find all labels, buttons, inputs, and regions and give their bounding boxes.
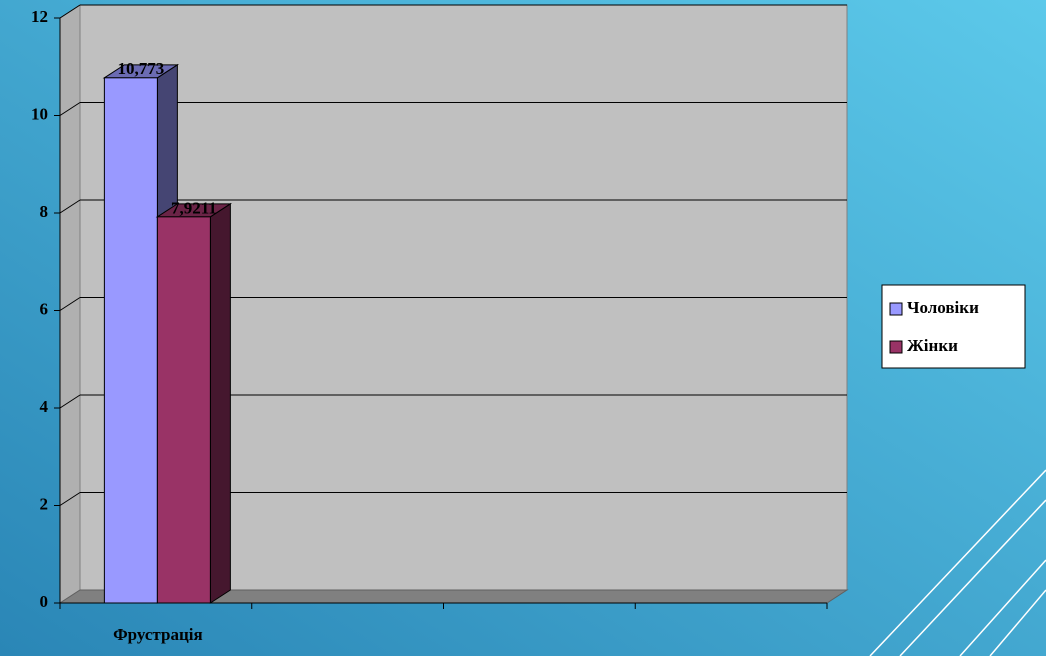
x-tick-label: Фрустрація [113, 625, 203, 644]
data-label: 7,9211 [171, 198, 217, 217]
y-tick-label: 6 [40, 299, 49, 318]
legend-label: Жінки [907, 336, 958, 355]
legend-swatch [889, 302, 903, 316]
bar [156, 216, 211, 604]
data-label: 10,773 [118, 59, 165, 78]
legend-label: Чоловіки [907, 298, 979, 317]
bar-side [209, 202, 231, 604]
bar [103, 77, 158, 604]
legend [881, 284, 1026, 369]
grid-line [59, 492, 81, 506]
y-tick-label: 12 [31, 7, 48, 26]
y-tick-label: 0 [40, 592, 49, 611]
y-tick-label: 2 [40, 494, 49, 513]
grid-line [59, 297, 81, 311]
grid-line [59, 199, 81, 214]
grid-line [59, 394, 81, 409]
y-tick-label: 4 [40, 397, 49, 416]
decoration [869, 469, 1046, 656]
y-tick-label: 8 [40, 202, 49, 221]
legend-swatch [889, 340, 903, 354]
y-tick-label: 10 [31, 104, 48, 123]
grid-line [59, 102, 81, 116]
grid-line [59, 4, 81, 19]
